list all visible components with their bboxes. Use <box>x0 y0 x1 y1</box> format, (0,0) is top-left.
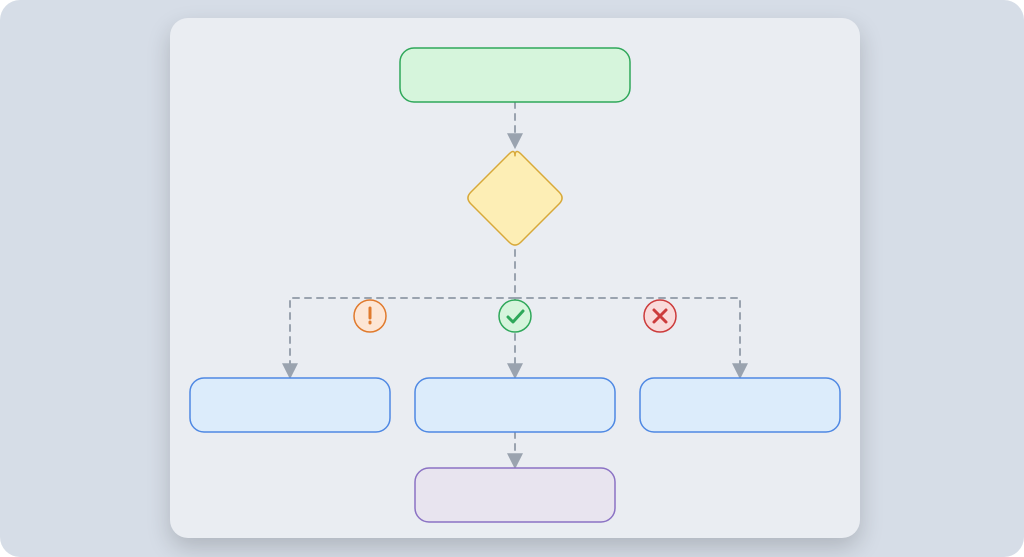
node-rightBox <box>640 378 840 432</box>
edge-e_center_right <box>515 298 740 376</box>
diagram-canvas <box>0 0 1024 557</box>
node-decision <box>468 151 562 245</box>
diagram-panel <box>170 18 860 538</box>
node-midBox <box>415 378 615 432</box>
badges-group <box>354 300 676 332</box>
cross-badge <box>644 300 676 332</box>
exclamation-badge <box>354 300 386 332</box>
node-start <box>400 48 630 102</box>
check-badge <box>499 300 531 332</box>
node-leftBox <box>190 378 390 432</box>
edge-e_center_left <box>290 298 515 376</box>
flowchart-svg <box>170 18 860 538</box>
node-endBox <box>415 468 615 522</box>
